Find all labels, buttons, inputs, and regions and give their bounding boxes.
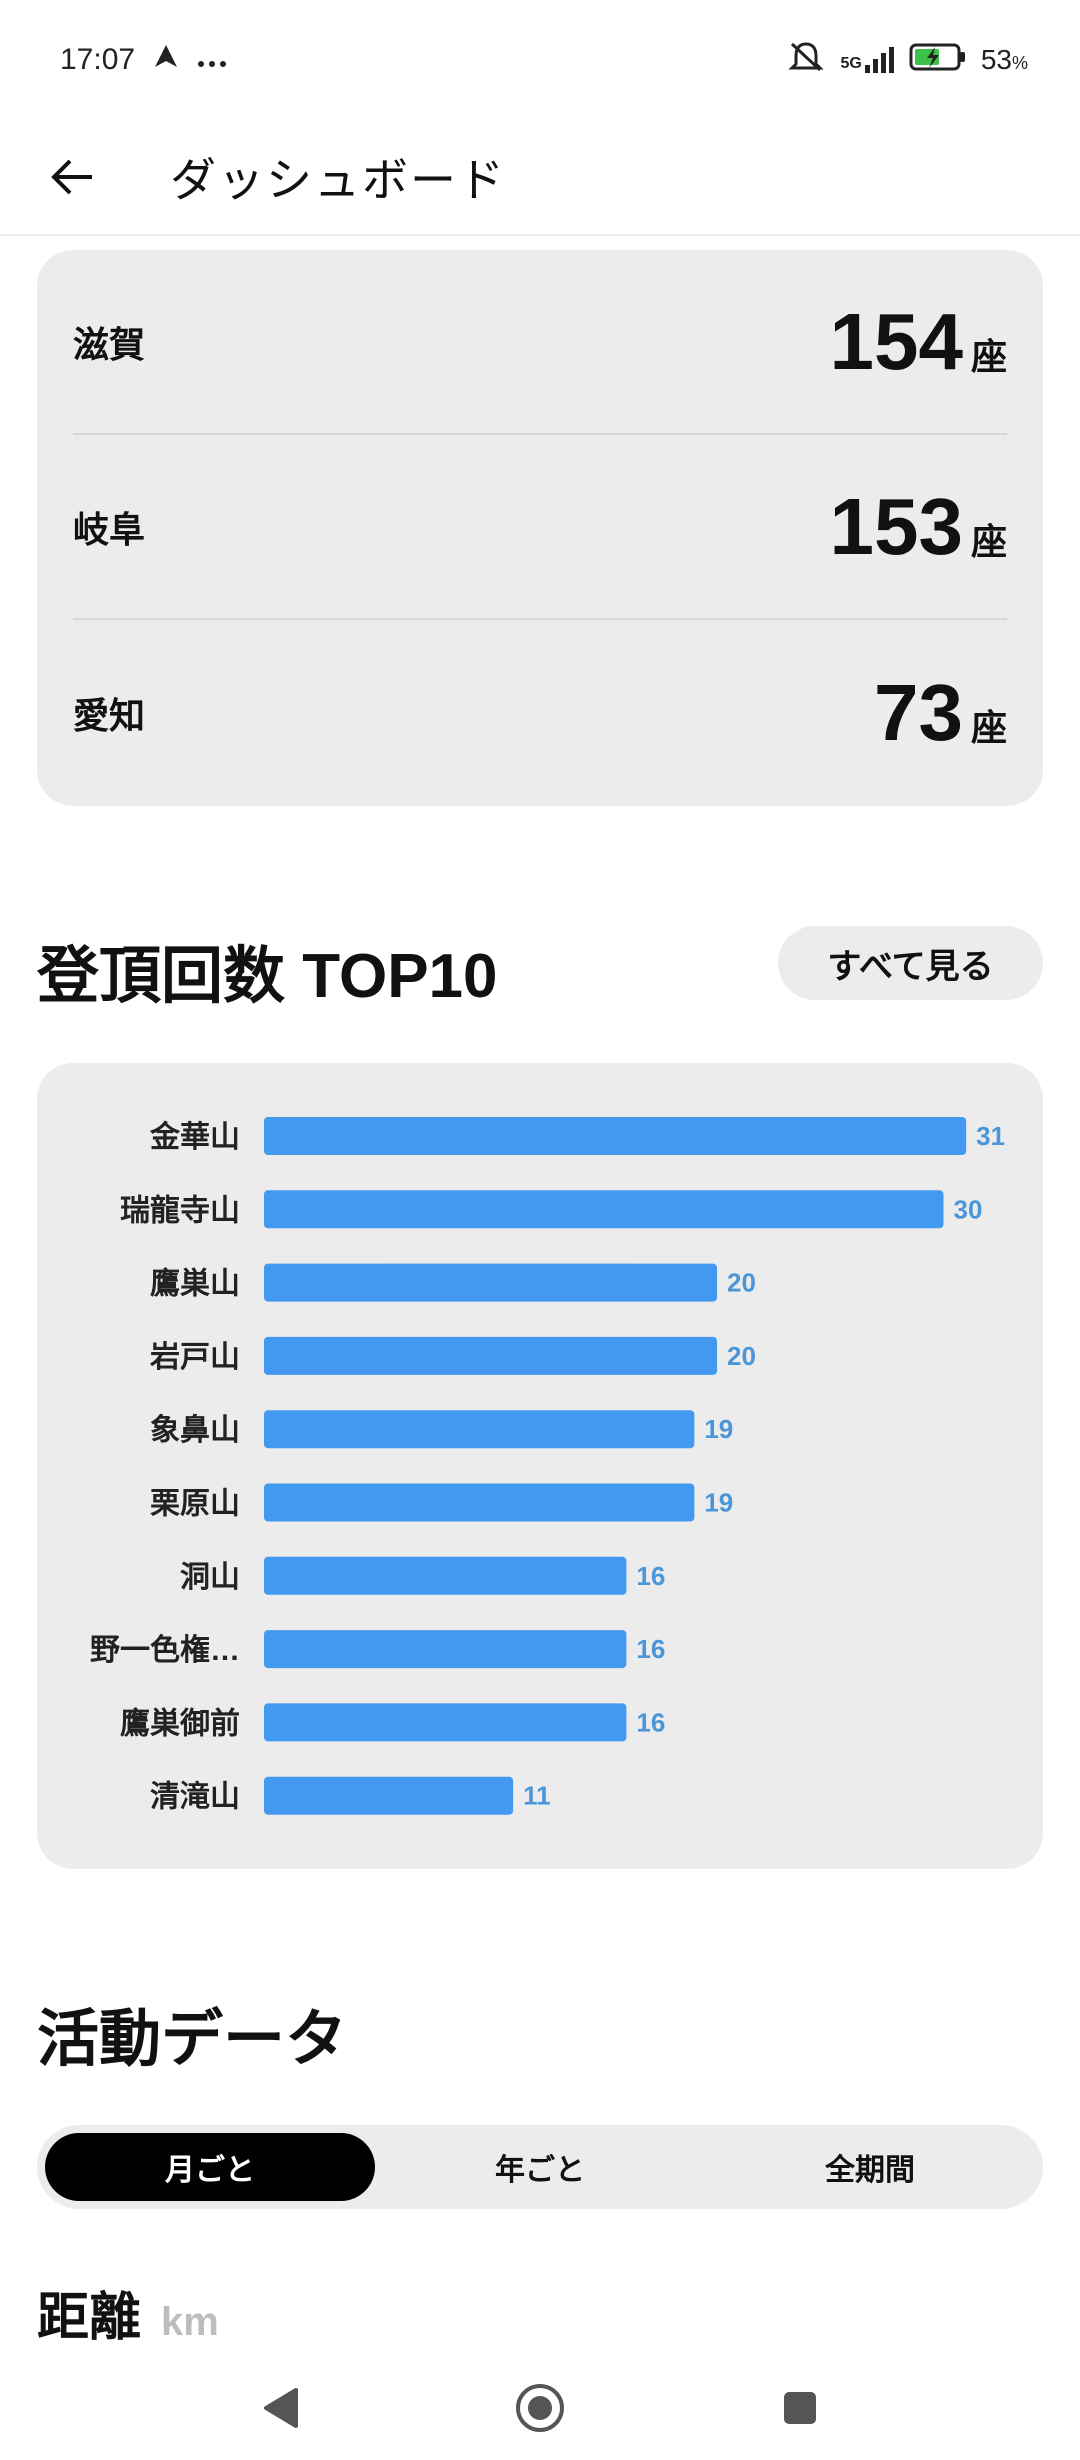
app-bar: ダッシュボード bbox=[0, 120, 1080, 236]
nav-back-button[interactable] bbox=[250, 2378, 310, 2438]
bar[interactable] bbox=[264, 1630, 627, 1669]
bar-category-label: 金華山 bbox=[149, 1120, 240, 1154]
bar[interactable] bbox=[264, 1117, 967, 1155]
tab-all-time[interactable]: 全期間 bbox=[825, 2154, 915, 2187]
metric-unit: km bbox=[161, 2300, 219, 2344]
square-recents-icon bbox=[784, 2392, 816, 2424]
period-segmented-control: 月ごと 年ごと 全期間 bbox=[37, 2125, 1043, 2209]
top10-bar-chart: 金華山 31 瑞龍寺山 30 鷹巣山 20 岩戸山 20 象鼻山 19 栗原山 19 洞山 16 野一色権…… bbox=[90, 1117, 1005, 1815]
bar-category-label: 清滝山 bbox=[150, 1781, 240, 1814]
tab-yearly[interactable]: 年ごと bbox=[495, 2154, 585, 2187]
prefecture-row[interactable]: 愛知 73 座 bbox=[73, 620, 1007, 805]
bar[interactable] bbox=[264, 1556, 627, 1595]
back-button[interactable] bbox=[44, 149, 100, 205]
prefecture-name: 岐阜 bbox=[73, 508, 146, 550]
bar-value-label: 16 bbox=[636, 1561, 665, 1591]
signal-5g-icon: 5G bbox=[840, 47, 894, 73]
bar-value-label: 19 bbox=[704, 1414, 733, 1444]
battery-charging-icon bbox=[909, 42, 967, 79]
status-bar: 17:07 5G 53% bbox=[0, 0, 1080, 120]
bar-category-label: 栗原山 bbox=[150, 1488, 240, 1521]
more-dots-icon bbox=[197, 43, 227, 77]
bar[interactable] bbox=[264, 1410, 695, 1449]
circle-home-icon bbox=[516, 2384, 564, 2432]
bar-value-label: 20 bbox=[727, 1268, 756, 1298]
bar-category-label: 象鼻山 bbox=[150, 1414, 240, 1447]
page-title: ダッシュボード bbox=[170, 154, 506, 206]
activity-title: 活動データ bbox=[37, 2005, 348, 2074]
bar[interactable] bbox=[264, 1263, 717, 1302]
bar-value-label: 31 bbox=[976, 1121, 1005, 1151]
bar[interactable] bbox=[264, 1483, 695, 1522]
status-time: 17:07 bbox=[60, 43, 136, 76]
bar-value-label: 20 bbox=[727, 1341, 756, 1371]
bar[interactable] bbox=[264, 1776, 514, 1815]
prefecture-row[interactable]: 滋賀 154 座 bbox=[73, 250, 1007, 435]
tab-monthly[interactable]: 月ごと bbox=[45, 2133, 375, 2201]
bar[interactable] bbox=[264, 1190, 944, 1229]
triangle-back-icon bbox=[264, 2388, 298, 2428]
prefecture-count: 153 座 bbox=[829, 481, 1008, 571]
prefecture-name: 滋賀 bbox=[73, 323, 146, 365]
navigation-icon bbox=[153, 43, 179, 77]
system-nav-bar bbox=[0, 2356, 1080, 2460]
bar-category-label: 洞山 bbox=[180, 1561, 240, 1594]
nav-recents-button[interactable] bbox=[770, 2378, 830, 2438]
bar-value-label: 11 bbox=[523, 1781, 551, 1811]
bar-value-label: 16 bbox=[636, 1707, 665, 1737]
bar-value-label: 16 bbox=[636, 1634, 665, 1664]
bar-category-label: 鷹巣山 bbox=[150, 1268, 240, 1301]
top10-title: 登頂回数 TOP10 bbox=[37, 942, 498, 1011]
distance-heading: 距離 km bbox=[37, 2275, 219, 2350]
bar-category-label: 瑞龍寺山 bbox=[120, 1193, 240, 1227]
prefecture-row[interactable]: 岐阜 153 座 bbox=[73, 435, 1007, 620]
prefecture-count: 73 座 bbox=[874, 667, 1007, 757]
prefecture-count: 154 座 bbox=[829, 296, 1008, 386]
prefecture-summary-card: 滋賀 154 座 岐阜 153 座 愛知 73 座 bbox=[37, 250, 1043, 806]
bar-value-label: 19 bbox=[704, 1488, 733, 1518]
bar[interactable] bbox=[264, 1336, 717, 1375]
top10-chart-card: 金華山 31 瑞龍寺山 30 鷹巣山 20 岩戸山 20 象鼻山 19 栗原山 19 洞山 16 野一色権…… bbox=[37, 1063, 1043, 1869]
mute-vibrate-icon bbox=[786, 40, 826, 81]
metric-title: 距離 bbox=[37, 2289, 142, 2347]
bar-category-label: 岩戸山 bbox=[150, 1341, 240, 1374]
bar-category-label: 鷹巣御前 bbox=[120, 1707, 240, 1740]
prefecture-name: 愛知 bbox=[73, 694, 146, 736]
nav-home-button[interactable] bbox=[510, 2378, 570, 2438]
bar-value-label: 30 bbox=[954, 1194, 983, 1224]
bar[interactable] bbox=[264, 1703, 627, 1742]
bar-category-label: 野一色権… bbox=[90, 1634, 240, 1667]
battery-percent: 53% bbox=[980, 44, 1028, 75]
see-all-button[interactable]: すべて見る bbox=[778, 926, 1043, 1000]
arrow-left-icon bbox=[51, 159, 92, 195]
